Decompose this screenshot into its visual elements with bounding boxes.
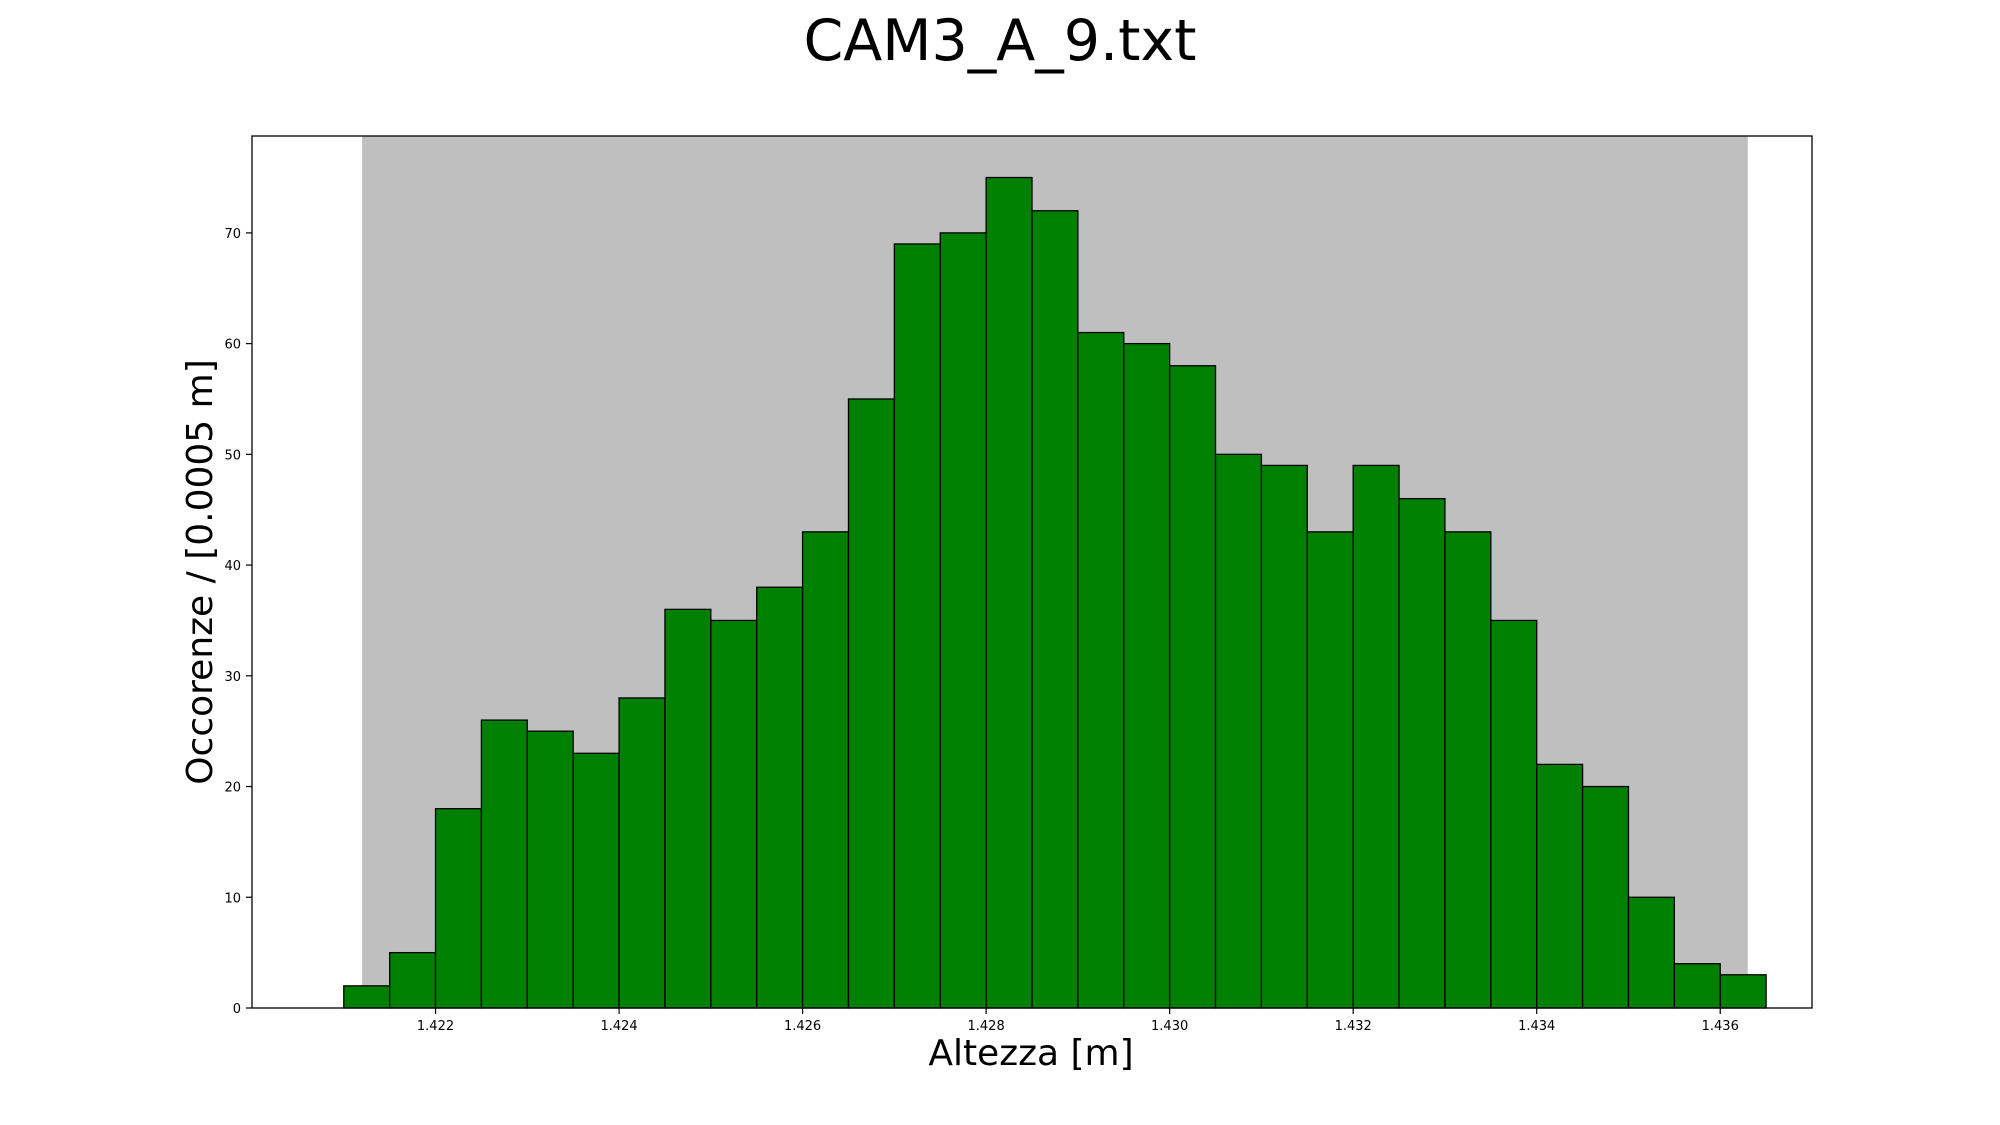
histogram-bar — [1077, 331, 1125, 1009]
histogram-bar — [847, 398, 896, 1009]
histogram-bar — [434, 808, 483, 1009]
y-tick-label: 70 — [224, 227, 241, 242]
x-tick-label: 1.426 — [784, 1019, 821, 1034]
histogram-bar — [1168, 365, 1217, 1009]
histogram-bar — [1398, 497, 1446, 1009]
histogram-bar — [664, 608, 712, 1009]
histogram-bar — [801, 531, 850, 1009]
y-tick-label: 40 — [224, 559, 241, 574]
y-tick-label: 30 — [224, 670, 241, 685]
histogram-bar — [1673, 963, 1721, 1009]
x-tick-label: 1.436 — [1702, 1019, 1739, 1034]
histogram-bar — [756, 586, 804, 1009]
histogram-bar — [1536, 763, 1584, 1009]
y-tick-label: 60 — [224, 338, 241, 353]
histogram-bar — [939, 232, 987, 1009]
histogram-bar — [893, 243, 941, 1009]
histogram-bar — [1444, 531, 1492, 1009]
histogram-bar — [480, 719, 528, 1009]
y-tick-label: 50 — [224, 448, 241, 463]
y-tick-label: 0 — [233, 1002, 241, 1017]
histogram-bar — [1627, 896, 1676, 1009]
histogram-bar — [1581, 785, 1630, 1009]
y-tick-label: 20 — [224, 781, 241, 796]
x-tick-label: 1.434 — [1518, 1019, 1555, 1034]
histogram-bar — [1490, 619, 1538, 1009]
histogram-bar — [1260, 464, 1308, 1009]
histogram-bar — [710, 619, 758, 1009]
histogram-bar — [1719, 974, 1767, 1009]
x-tick-label: 1.424 — [600, 1019, 637, 1034]
chart-title: CAM3_A_9.txt — [803, 8, 1197, 74]
histogram-bar — [1123, 342, 1171, 1009]
y-tick-label: 10 — [224, 891, 241, 906]
x-tick-label: 1.432 — [1335, 1019, 1372, 1034]
plot-frame — [251, 135, 1813, 1009]
histogram-bar — [1214, 453, 1263, 1009]
x-tick-label: 1.422 — [417, 1019, 454, 1034]
x-tick-label: 1.430 — [1151, 1019, 1188, 1034]
histogram-bar — [388, 951, 437, 1009]
histogram-bar — [1031, 210, 1079, 1009]
histogram-bar — [618, 697, 666, 1009]
x-tick-label: 1.428 — [968, 1019, 1005, 1034]
y-axis-label: Occorenze / [0.0005 m] — [180, 359, 221, 785]
histogram-bar — [1306, 531, 1354, 1009]
x-axis-label: Altezza [m] — [928, 1033, 1133, 1074]
histogram-bar — [985, 176, 1033, 1009]
histogram-bar — [572, 752, 620, 1009]
histogram-bar — [343, 985, 391, 1009]
histogram-bar — [526, 730, 574, 1009]
histogram-bar — [1352, 464, 1400, 1009]
plot-area: 1.422 1.424 1.426 1.428 1.430 1.432 1.434 1.436… — [224, 135, 1813, 1034]
